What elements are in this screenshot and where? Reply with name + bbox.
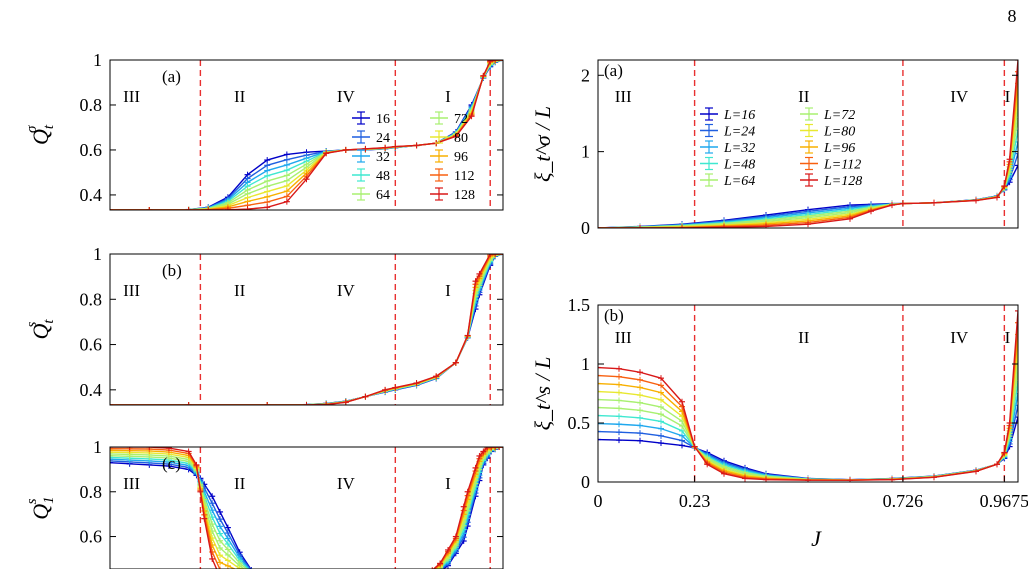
panel-label: (b) [604, 306, 624, 325]
y-tick-label: 0.8 [80, 289, 103, 309]
plot-frame [597, 304, 1019, 483]
y-tick-label: 0 [581, 218, 590, 238]
x-tick-label: 0.9675 [980, 491, 1028, 511]
y-tick-label: 1.5 [568, 295, 591, 315]
legend-entry: L=64 [723, 174, 755, 189]
legend: 16 24 32 48 64 72 80 96 112 128 [352, 111, 475, 203]
series-line-main-2 [110, 458, 251, 569]
region-label: III [123, 281, 140, 300]
legend-entry: 80 [454, 131, 468, 146]
panel-label: (a) [604, 61, 623, 80]
series-group [598, 60, 1018, 228]
y-tick-label: 0.4 [80, 380, 103, 400]
region-label: I [445, 87, 451, 106]
region-label: III [615, 87, 632, 106]
x-tick-label: 0 [594, 491, 603, 511]
legend: L=16 L=24L=32 L=48L=64 L=72 L=80L=96 L=112L=1… [700, 107, 862, 189]
y-tick-label: 0.8 [80, 95, 103, 115]
y-tick-label: 1 [581, 142, 590, 162]
legend-entry: 32 [376, 150, 390, 165]
region-label: IV [337, 281, 356, 300]
legend-entry: 96 [454, 150, 468, 165]
region-label: II [234, 474, 246, 493]
legend-entry: L=32 [723, 141, 755, 156]
legend-entry: 64 [376, 188, 390, 203]
region-label: I [445, 474, 451, 493]
legend-entry: 112 [454, 169, 474, 184]
panel-label: (b) [162, 261, 182, 280]
plot-frame [109, 59, 504, 211]
region-label: I [1005, 328, 1011, 347]
y-tick-label: 0.8 [80, 482, 103, 502]
region-label: II [798, 87, 810, 106]
series-line-main-9 [110, 254, 503, 405]
region-label: I [445, 281, 451, 300]
y-axis-label: Q1s [24, 496, 57, 519]
region-label: II [234, 281, 246, 300]
legend-entry: 48 [376, 169, 390, 184]
y-tick-label: 0.6 [80, 140, 103, 160]
y-tick-label: 0.4 [80, 185, 103, 205]
region-label: IV [337, 474, 356, 493]
y-axis-label: ξ_t^σ / L [530, 106, 555, 182]
legend-entry: L=24 [723, 125, 755, 140]
region-label: IV [950, 87, 969, 106]
y-axis-label: Qts [24, 319, 57, 340]
region-label: II [234, 87, 246, 106]
x-tick-label: 0.726 [883, 491, 924, 511]
x-tick-label: 0.23 [679, 491, 711, 511]
region-label: III [123, 87, 140, 106]
y-tick-label: 0 [581, 472, 590, 492]
page-number: 8 [1008, 6, 1017, 26]
y-tick-label: 2 [581, 65, 590, 85]
legend-entry: 128 [454, 188, 475, 203]
plot-frame [109, 253, 504, 406]
legend-entry: L=96 [823, 141, 855, 156]
legend-entry: L=48 [723, 158, 755, 173]
y-tick-label: 0.6 [80, 335, 103, 355]
region-label: III [123, 474, 140, 493]
legend-entry: 24 [376, 131, 390, 146]
y-tick-label: 0.5 [568, 413, 591, 433]
series-line-main-4 [110, 455, 248, 569]
legend-entry: L=80 [823, 125, 855, 140]
region-label: III [615, 328, 632, 347]
legend-entry: 72 [454, 112, 468, 127]
series-group [110, 447, 503, 569]
legend-entry: L=112 [823, 158, 861, 173]
region-label: II [798, 328, 810, 347]
legend-entry: L=16 [723, 108, 755, 123]
y-tick-label: 0.6 [80, 527, 103, 547]
y-tick-label: 1 [93, 244, 102, 264]
y-axis-label: Qtσ [24, 124, 57, 145]
series-group [110, 60, 503, 210]
y-axis-label: ξ_t^s / L [530, 357, 555, 431]
region-label: IV [337, 87, 356, 106]
series-group [598, 307, 1018, 482]
legend-entry: L=128 [823, 174, 862, 189]
plot-frame [109, 446, 504, 569]
plot-frame [597, 59, 1019, 229]
legend-entry: L=72 [823, 108, 855, 123]
region-label: I [1005, 87, 1011, 106]
y-tick-label: 1 [93, 50, 102, 70]
panel-label: (a) [162, 67, 181, 86]
y-tick-label: 1 [93, 437, 102, 457]
legend-entry: 16 [376, 112, 390, 127]
series-line-main-9 [598, 60, 1018, 228]
panel-label: (c) [162, 454, 181, 473]
region-label: IV [950, 328, 969, 347]
x-axis-label: J [811, 526, 822, 551]
y-tick-label: 1 [581, 354, 590, 374]
